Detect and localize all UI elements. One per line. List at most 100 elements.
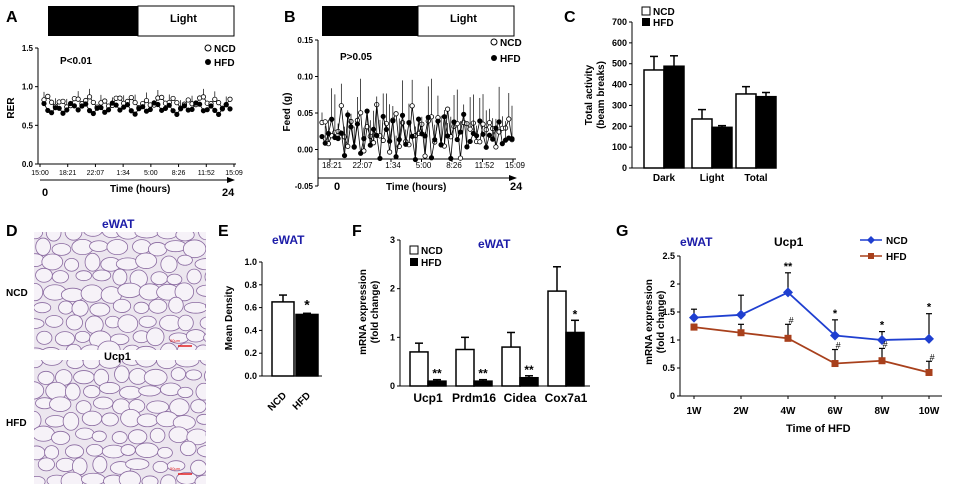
panel-a-start: 0 <box>42 187 48 199</box>
adipocyte-cell <box>45 315 64 328</box>
panel-a-point-hfd <box>162 105 169 111</box>
panel-c-legend-hfd-swatch <box>642 18 650 26</box>
panel-a-point-hfd <box>113 102 119 108</box>
adipocyte-cell <box>42 347 60 350</box>
panel-g-title: eWAT <box>680 235 713 249</box>
panel-g-ylabel-1: mRNA expression <box>644 279 655 365</box>
panel-f-significance: ** <box>478 367 488 381</box>
panel-b-ylabel: Feed (g) <box>282 93 293 132</box>
panel-e-ylabel: Mean Density <box>224 285 235 350</box>
panel-b-point-hfd <box>486 132 493 138</box>
panel-a-point-ncd <box>60 98 66 104</box>
adipocyte-cell <box>146 327 165 347</box>
panel-b-point-hfd <box>444 133 451 139</box>
panel-g-point-ncd <box>689 312 699 323</box>
panel-f-title: eWAT <box>478 237 511 251</box>
panel-f-legend-hfd-swatch <box>410 258 418 266</box>
panel-e-bars: NCD HFD * <box>266 294 319 413</box>
adipocyte-cell <box>195 382 206 401</box>
panel-a-point-hfd <box>170 108 176 114</box>
adipocyte-cell <box>34 302 52 314</box>
panel-f-legend-ncd-swatch <box>409 245 419 255</box>
panel-b-point-hfd <box>457 129 464 135</box>
panel-g-hash: # <box>929 352 935 362</box>
adipocyte-cell <box>97 340 121 350</box>
panel-g-point-hfd <box>737 329 745 337</box>
panel-a-point-ncd <box>75 96 81 102</box>
panel-b-legend-ncd-marker <box>490 38 498 46</box>
panel-a-point-hfd <box>124 102 131 108</box>
adipocyte-cell <box>111 431 128 444</box>
panel-b-point-ncd <box>387 149 393 155</box>
adipocyte-cell <box>49 396 72 412</box>
panel-g-legend-hfd-marker <box>868 253 874 259</box>
panel-b-point-hfd <box>461 111 467 117</box>
panel-g-line-hfd <box>693 326 930 374</box>
panel-c-ytick-label: 400 <box>612 80 627 90</box>
panel-a-legend: NCD HFD <box>204 44 236 69</box>
adipocyte-cell <box>118 470 142 484</box>
panel-b-point-hfd <box>348 124 354 130</box>
panel-c-xtick-label: Dark <box>653 173 676 184</box>
panel-f-bar-ncd-cidea <box>501 346 521 387</box>
panel-b-point-hfd <box>409 133 415 139</box>
panel-g-point-hfd <box>925 368 933 376</box>
panel-b-point-hfd <box>322 140 328 146</box>
panel-g-point-ncd <box>877 335 887 345</box>
panel-g-xtick-label: 4W <box>781 406 797 417</box>
panel-e-xtick-label: HFD <box>291 390 313 412</box>
panel-b-point-hfd <box>473 133 480 139</box>
panel-e-significance: * <box>304 296 310 312</box>
panel-f-bar-ncd-prdm16 <box>455 348 475 387</box>
adipocyte-cell <box>196 413 206 425</box>
histology-ncd-image <box>34 232 206 350</box>
adipocyte-cell <box>141 475 159 484</box>
scale-bar-ncd-label: 50μm <box>170 338 181 343</box>
panel-a-point-ncd <box>170 95 176 102</box>
panel-g-ytick-label: 1 <box>670 335 675 345</box>
panel-d-letter: D <box>6 223 18 240</box>
panel-c-bar-ncd-total <box>735 93 757 169</box>
panel-b-point-hfd <box>367 142 373 148</box>
panel-f-letter: F <box>352 223 362 240</box>
adipocyte-cell <box>89 302 111 317</box>
panel-a-point-hfd <box>181 103 188 109</box>
panel-a-point-hfd <box>216 111 222 117</box>
adipocyte-cell <box>127 429 148 445</box>
panel-b-xtick-label: 15:09 <box>505 161 526 170</box>
panel-g-significance: * <box>880 320 885 332</box>
panel-a-point-hfd <box>71 103 77 109</box>
panel-b-letter: B <box>284 9 296 26</box>
adipocyte-cell <box>122 344 142 350</box>
panel-g-gene: Ucp1 <box>774 235 804 249</box>
adipocyte-cell <box>185 369 202 381</box>
panel-a-legend-hfd: HFD <box>214 58 235 69</box>
panel-a-point-ncd <box>132 99 138 106</box>
panel-g-point-hfd <box>690 323 698 331</box>
adipocyte-cell <box>190 459 206 476</box>
panel-b-point-hfd <box>477 118 483 124</box>
panel-e-xtick-label: NCD <box>266 390 289 413</box>
panel-a-point-ncd <box>48 99 55 105</box>
panel-g-significance: ** <box>784 261 793 273</box>
adipocyte-cell <box>205 303 206 309</box>
panel-a-ylabel: RER <box>6 97 17 119</box>
panel-g-xtick-label: 1W <box>687 406 703 417</box>
panel-g-ylabel-2: (fold change) <box>656 291 667 354</box>
panel-d-ncd-label: NCD <box>6 288 28 299</box>
panel-b-ytick-label: 0.15 <box>297 36 313 45</box>
adipocyte-cell <box>65 314 83 331</box>
panel-b-point-ncd <box>493 144 499 150</box>
panel-a-legend-ncd-marker <box>204 44 212 52</box>
panel-b-point-hfd <box>325 130 332 137</box>
adipocyte-cell <box>175 232 195 242</box>
panel-f-bar-hfd-cox7a1 <box>565 331 585 387</box>
panel-b-point-hfd <box>464 144 470 150</box>
adipocyte-cell <box>190 399 206 414</box>
panel-e-title: eWAT <box>272 233 305 247</box>
panel-c-letter: C <box>564 9 576 26</box>
histology-hfd-image <box>34 360 206 484</box>
adipocyte-cell <box>186 428 206 446</box>
panel-a-point-hfd <box>189 106 195 113</box>
adipocyte-cell <box>149 427 166 444</box>
